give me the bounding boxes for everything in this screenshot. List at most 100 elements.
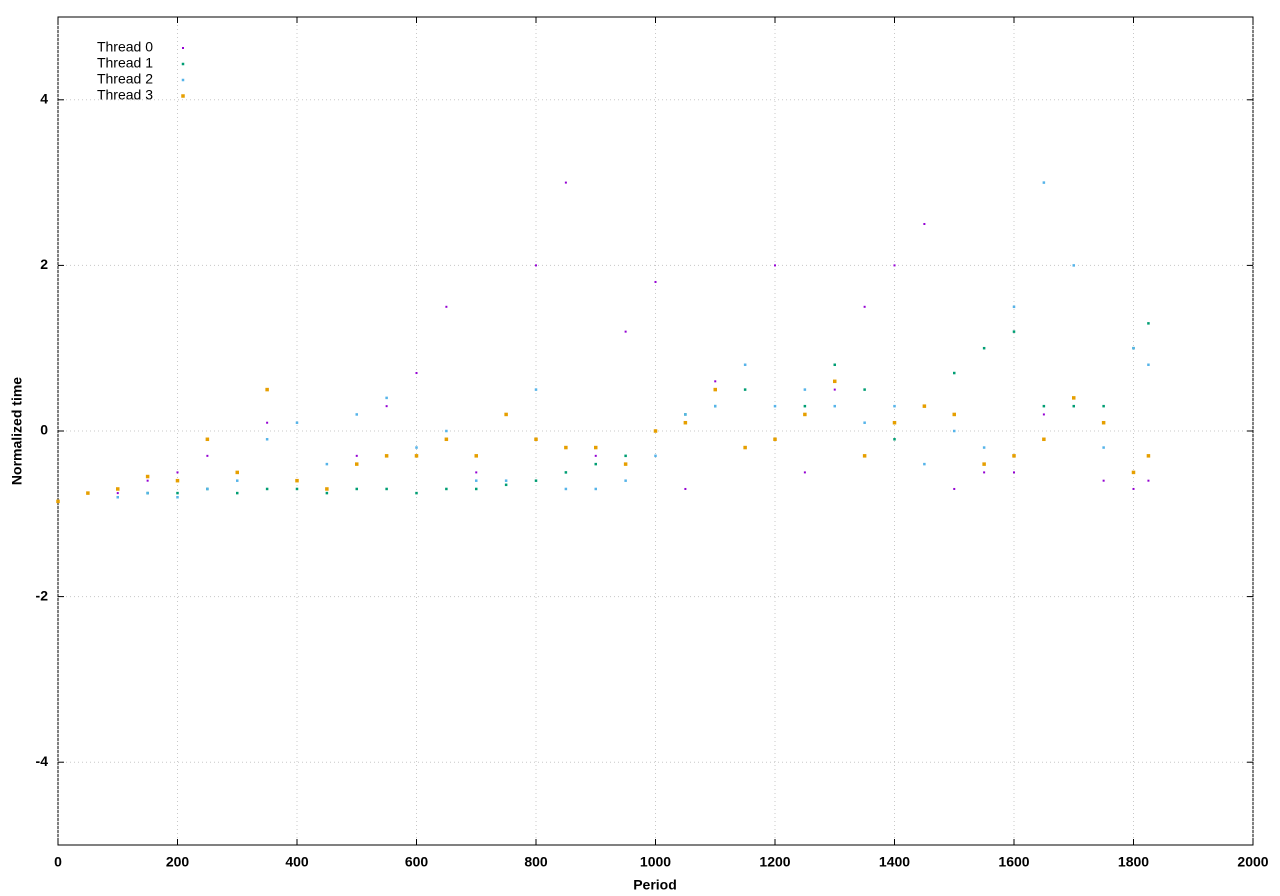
data-point — [236, 491, 239, 495]
data-point — [893, 404, 896, 408]
data-point — [654, 280, 657, 283]
data-point — [176, 491, 179, 495]
data-point — [624, 454, 627, 458]
data-point — [1042, 437, 1046, 442]
data-point — [594, 445, 598, 450]
data-point — [384, 454, 389, 458]
x-tick-label: 2000 — [1237, 854, 1268, 870]
data-point — [774, 264, 776, 267]
data-point — [863, 305, 866, 308]
data-point — [1102, 479, 1105, 482]
legend-marker — [181, 62, 185, 66]
data-point — [624, 479, 627, 482]
x-tick-label: 200 — [166, 854, 190, 870]
data-point — [893, 438, 896, 441]
data-point — [1012, 305, 1016, 309]
data-point — [982, 346, 986, 350]
data-point — [534, 437, 538, 442]
data-point — [1042, 413, 1045, 416]
data-point — [564, 487, 568, 491]
data-point — [414, 454, 419, 458]
data-point — [325, 491, 329, 495]
data-point — [445, 487, 448, 491]
data-point — [116, 487, 120, 491]
data-point — [1042, 181, 1046, 184]
data-point — [504, 412, 508, 417]
data-point — [594, 462, 597, 466]
data-point — [803, 471, 806, 474]
data-point — [773, 437, 777, 442]
data-point — [714, 404, 717, 408]
x-tick-label: 1800 — [1118, 854, 1149, 870]
data-point — [235, 470, 239, 475]
data-point — [445, 305, 448, 308]
data-point — [295, 478, 299, 483]
data-point — [385, 396, 388, 400]
data-point — [1013, 471, 1015, 474]
data-point — [684, 487, 687, 490]
data-point — [116, 492, 119, 495]
data-point — [385, 405, 388, 408]
x-tick-label: 800 — [524, 854, 548, 870]
y-tick-label: 2 — [40, 256, 48, 272]
x-tick-label: 1400 — [879, 854, 910, 870]
data-point — [1012, 330, 1016, 333]
data-point — [952, 412, 956, 417]
data-point — [893, 264, 896, 267]
data-point — [176, 471, 179, 474]
data-point — [206, 487, 209, 491]
data-point — [355, 454, 358, 457]
x-tick-label: 1000 — [640, 854, 671, 870]
data-point — [803, 388, 807, 391]
data-point — [534, 388, 538, 391]
x-tick-label: 0 — [54, 854, 62, 870]
data-point — [684, 413, 687, 416]
data-point — [743, 363, 747, 367]
data-point — [265, 487, 269, 491]
data-point — [564, 445, 568, 450]
data-point — [295, 487, 299, 491]
data-point — [594, 487, 597, 491]
data-point — [1147, 479, 1150, 482]
data-point — [982, 446, 986, 449]
data-point — [1072, 404, 1075, 408]
data-point — [385, 487, 388, 491]
legend-label: Thread 1 — [97, 55, 153, 71]
data-point — [146, 479, 149, 482]
data-point — [146, 491, 149, 495]
data-point — [1072, 264, 1075, 267]
data-point — [236, 479, 239, 482]
data-point — [683, 420, 688, 425]
data-point — [415, 446, 418, 449]
data-point — [953, 487, 956, 490]
x-tick-label: 600 — [405, 854, 429, 870]
data-point — [266, 421, 269, 424]
data-point — [355, 462, 359, 466]
data-point — [504, 483, 508, 487]
data-point — [145, 474, 150, 479]
legend-label: Thread 3 — [97, 87, 153, 103]
data-point — [623, 462, 628, 466]
data-point — [474, 454, 478, 458]
x-axis-label: Period — [633, 877, 677, 893]
data-point — [295, 421, 299, 424]
data-point — [953, 429, 956, 433]
data-point — [475, 487, 478, 491]
y-axis-label: Normalized time — [9, 377, 25, 485]
data-point — [504, 479, 508, 482]
data-point — [923, 462, 926, 466]
data-point — [983, 471, 986, 474]
data-point — [1147, 322, 1150, 325]
data-point — [535, 264, 537, 267]
data-point — [624, 330, 627, 333]
data-point — [653, 429, 658, 433]
data-point — [803, 412, 807, 417]
data-point — [594, 454, 597, 457]
y-tick-label: 0 — [40, 422, 48, 438]
data-point — [564, 181, 567, 184]
x-tick-label: 400 — [285, 854, 309, 870]
data-point — [1102, 446, 1105, 449]
legend-label: Thread 0 — [97, 39, 153, 55]
data-point — [863, 388, 866, 391]
